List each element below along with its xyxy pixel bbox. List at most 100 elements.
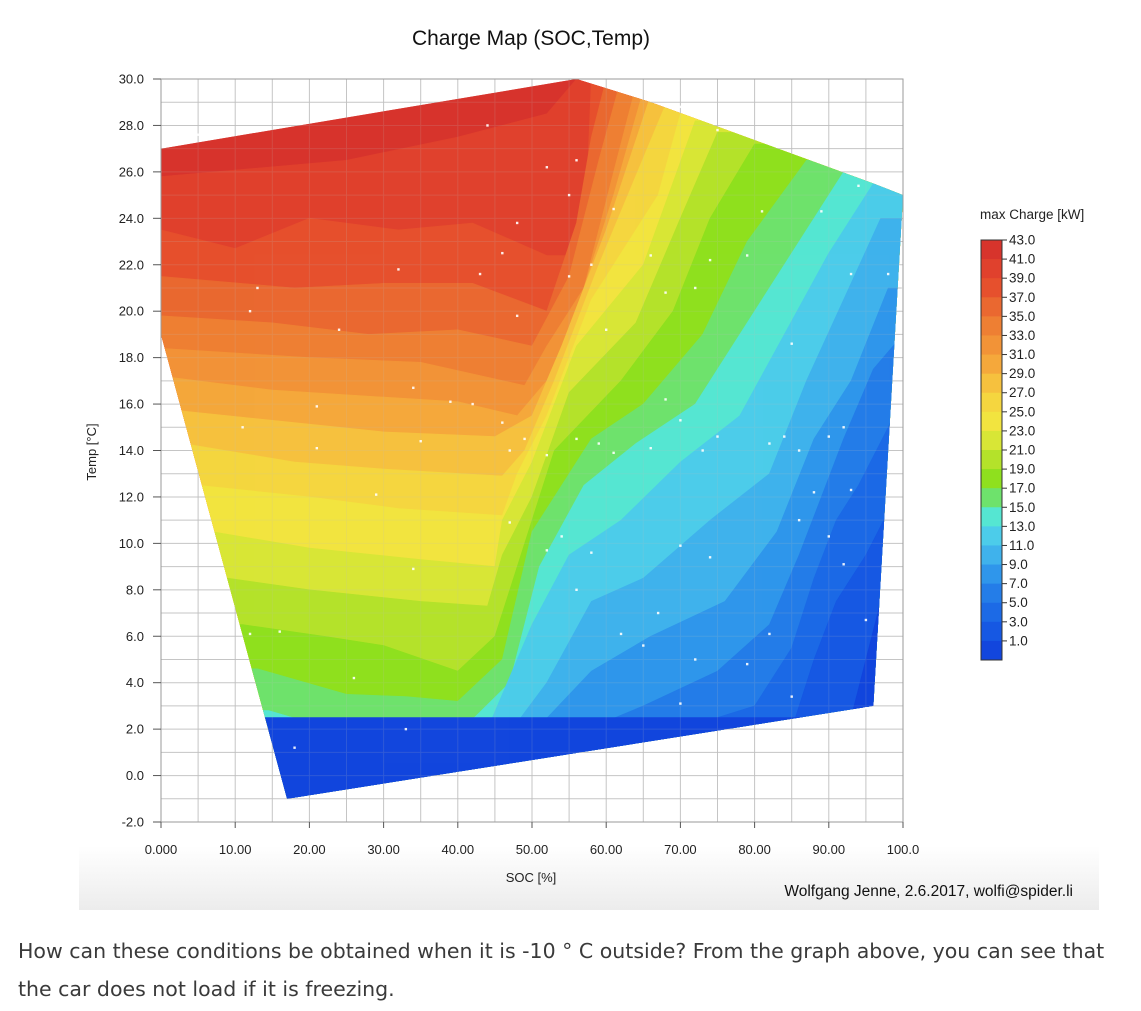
colorbar-swatch: [981, 411, 1002, 432]
sample-point: [412, 567, 415, 571]
sample-point: [827, 435, 830, 438]
y-tick-label: 18.0: [119, 350, 144, 365]
colorbar-label: 17.0: [1009, 481, 1035, 496]
sample-point: [649, 254, 652, 257]
y-tick-label: 14.0: [119, 443, 144, 458]
colorbar-label: 9.0: [1009, 557, 1028, 572]
colorbar-swatch: [981, 316, 1002, 336]
sample-point: [575, 437, 578, 441]
x-tick-label: 20.00: [293, 842, 326, 857]
sample-point: [827, 535, 830, 538]
sample-point: [419, 440, 422, 443]
colorbar-label: 7.0: [1009, 576, 1028, 591]
sample-point: [619, 632, 623, 636]
axes-layer: -2.0 0.0 2.0 4.0 6.0 8.0 10.0 12.0 14.0 16.0 18.0 2…: [119, 72, 920, 858]
sample-point: [515, 314, 519, 318]
sample-point: [797, 518, 801, 522]
y-tick-label: 8.0: [126, 582, 144, 597]
colorbar-swatch: [981, 488, 1002, 508]
colorbar-label: 25.0: [1009, 404, 1035, 419]
x-tick-label: 100.0: [887, 842, 920, 857]
colorbar-frame: [980, 239, 1003, 661]
sample-point: [857, 184, 860, 188]
sample-point: [352, 676, 356, 680]
sample-point: [679, 105, 682, 109]
colorbar-title: max Charge [kW]: [980, 207, 1084, 222]
colorbar-label: 13.0: [1009, 519, 1035, 534]
sample-points-layer: [196, 105, 905, 752]
colorbar-swatch: [981, 450, 1002, 470]
colorbar-swatch: [981, 583, 1002, 604]
sample-point: [768, 632, 771, 636]
grid-layer: [160, 78, 904, 823]
sample-point: [567, 275, 571, 278]
colorbar-label: 23.0: [1009, 423, 1035, 438]
colorbar-label: 29.0: [1009, 366, 1035, 381]
x-tick-label: 10.00: [219, 842, 252, 857]
y-tick-label: 4.0: [126, 675, 144, 690]
y-tick-label: 26.0: [119, 164, 144, 179]
sample-point: [679, 544, 682, 547]
sample-point: [708, 556, 712, 559]
colorbar-swatch: [981, 354, 1002, 375]
colorbar-swatch: [981, 526, 1002, 546]
y-tick-label: 10.0: [119, 536, 144, 551]
colorbar-label: 35.0: [1009, 309, 1035, 324]
colorbar-label: 27.0: [1009, 385, 1035, 400]
charge-map-chart: -2.0 0.0 2.0 4.0 6.0 8.0 10.0 12.0 14.0 16.0 18.0 2…: [84, 27, 1084, 900]
x-tick-label: 90.00: [813, 842, 846, 857]
credit-line: Wolfgang Jenne, 2.6.2017, wolfi@spider.l…: [784, 883, 1073, 900]
colorbar-label: 3.0: [1009, 614, 1028, 629]
sample-point: [248, 309, 252, 313]
sample-point: [797, 449, 801, 452]
sample-point: [649, 446, 652, 450]
sample-point: [612, 451, 615, 455]
colorbar-swatch: [981, 621, 1002, 642]
colorbar-label: 11.0: [1009, 538, 1034, 553]
colorbar-swatch: [981, 430, 1002, 451]
y-tick-label: 0.0: [126, 768, 144, 783]
sample-point: [248, 632, 252, 636]
sample-point: [812, 159, 816, 162]
x-tick-label: 60.00: [590, 842, 623, 857]
sample-point: [315, 446, 319, 450]
colorbar-label: 21.0: [1009, 443, 1035, 458]
sample-point: [745, 254, 749, 257]
sample-point: [575, 159, 578, 162]
x-tick-label: 50.00: [516, 842, 549, 857]
chart-figure: -2.0 0.0 2.0 4.0 6.0 8.0 10.0 12.0 14.0 16.0 18.0 2…: [79, 0, 1099, 910]
colorbar: 43.0 41.0 39.0 37.0 35.0 33.0 31.0 29.0 27.0 25.0…: [980, 233, 1035, 661]
sample-point: [694, 658, 697, 661]
x-tick-label: 80.00: [738, 842, 771, 857]
sample-point: [590, 263, 593, 266]
sample-point: [768, 442, 771, 445]
colorbar-label: 41.0: [1009, 252, 1035, 267]
colorbar-swatch: [981, 373, 1002, 394]
colorbar-swatch: [981, 297, 1002, 317]
sample-point: [508, 449, 511, 452]
sample-point: [642, 644, 645, 647]
colorbar-swatch: [981, 240, 1002, 260]
sample-point: [716, 435, 719, 438]
sample-point: [812, 491, 816, 494]
colorbar-swatch: [981, 335, 1002, 356]
sample-point: [545, 166, 549, 169]
y-tick-label: 30.0: [119, 72, 144, 87]
sample-point: [449, 400, 452, 403]
colorbar-label: 31.0: [1009, 347, 1035, 362]
sample-point: [515, 221, 519, 225]
sample-point: [701, 449, 704, 452]
sample-point: [567, 193, 571, 197]
sample-point: [374, 493, 378, 496]
sample-point: [478, 272, 482, 276]
colorbar-swatch: [981, 545, 1002, 566]
colorbar-swatch: [981, 259, 1002, 279]
sample-point: [575, 588, 578, 592]
colorbar-swatch: [981, 564, 1002, 585]
sample-point: [508, 521, 511, 524]
sample-point: [597, 442, 600, 445]
sample-point: [849, 488, 853, 492]
sample-point: [679, 702, 682, 705]
sample-point: [315, 405, 319, 408]
x-tick-label: 0.000: [145, 842, 178, 857]
